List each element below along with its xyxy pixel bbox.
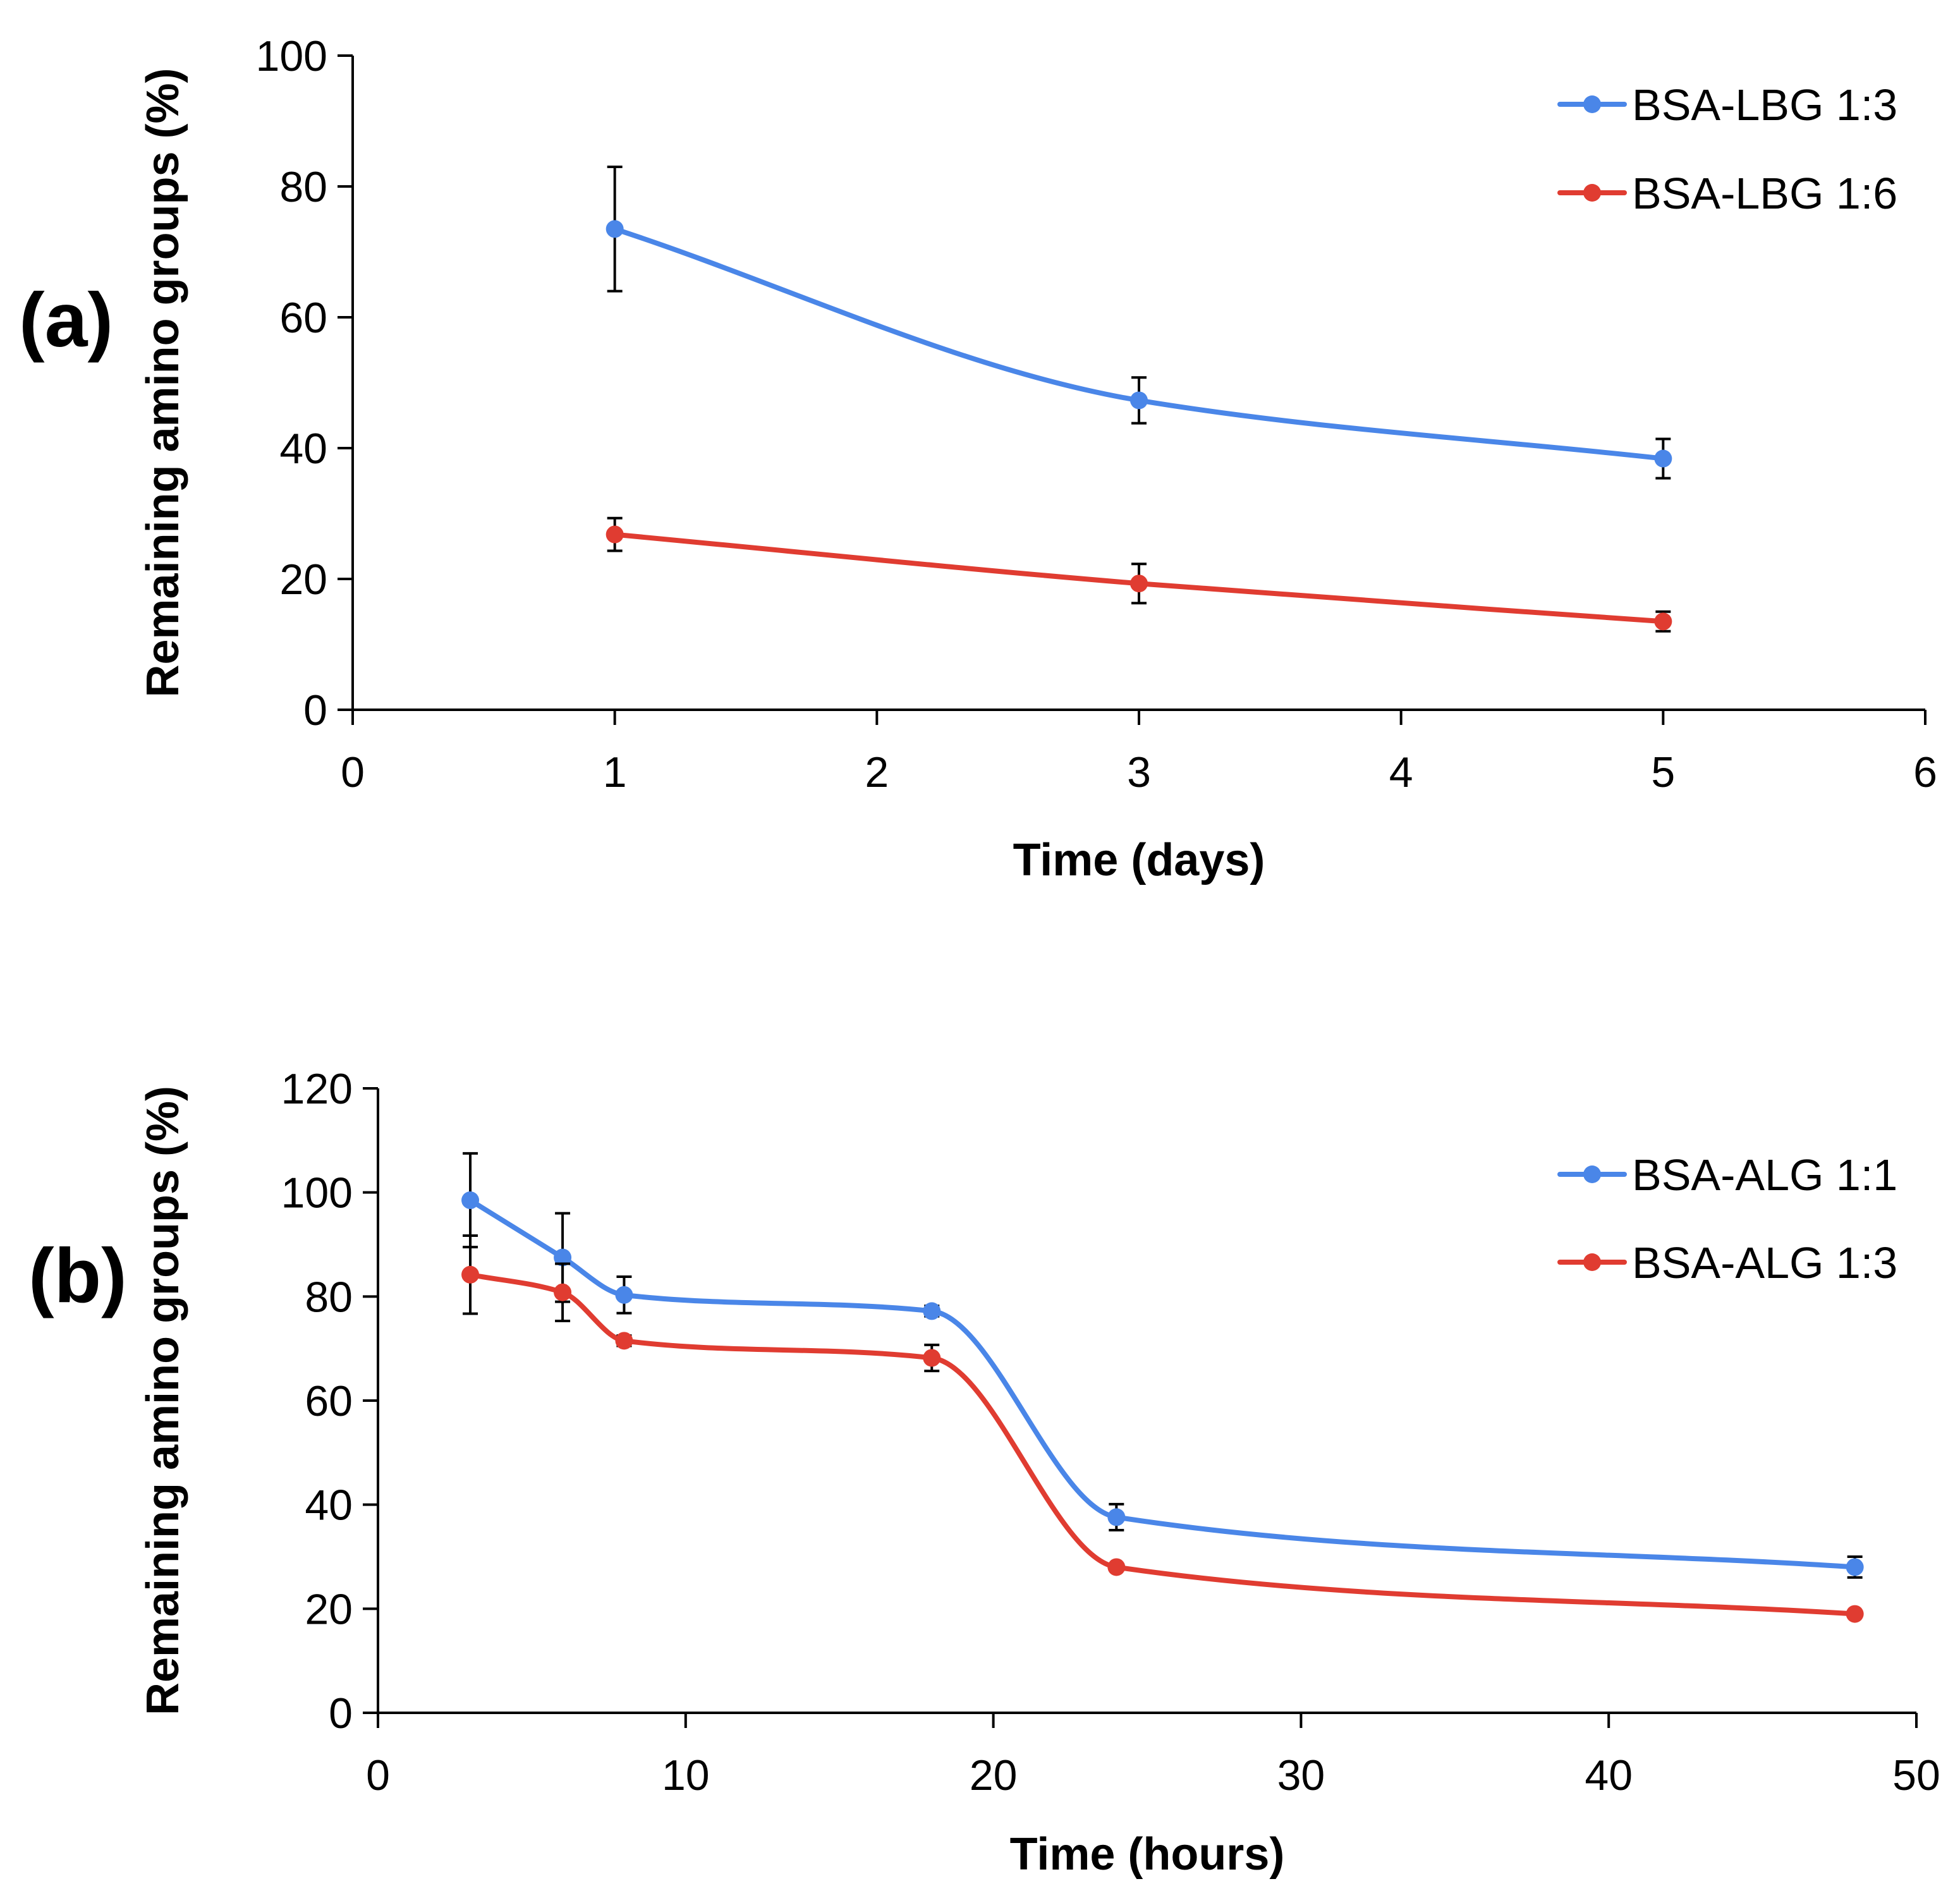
y-tick-label: 60 [279, 294, 327, 342]
y-axis-title: Remaining amino groups (%) [138, 68, 188, 697]
x-tick-label: 40 [1585, 1751, 1633, 1799]
data-point [461, 1265, 480, 1284]
data-point [1107, 1558, 1126, 1576]
y-tick-label: 20 [279, 556, 327, 604]
y-tick-label: 40 [305, 1481, 353, 1530]
data-point [1107, 1508, 1126, 1526]
x-tick-label: 6 [1913, 748, 1937, 796]
y-axis-title: Remaining amino groups (%) [138, 1086, 188, 1715]
x-tick-label: 5 [1651, 748, 1675, 796]
y-tick-label: 80 [279, 163, 327, 211]
x-tick-label: 3 [1127, 748, 1151, 796]
series-2 [606, 516, 1672, 633]
x-tick-label: 0 [366, 1751, 390, 1799]
panel-label: (b) [28, 1232, 127, 1318]
y-tick-label: 40 [279, 425, 327, 473]
legend-marker [1583, 184, 1601, 202]
data-point [1654, 449, 1672, 468]
y-tick-label: 100 [281, 1169, 353, 1217]
panel-label: (a) [19, 277, 113, 363]
x-tick-label: 30 [1277, 1751, 1325, 1799]
x-tick-label: 4 [1389, 748, 1413, 796]
series-line [468, 1272, 1858, 1617]
y-tick-label: 120 [281, 1065, 353, 1113]
panel-a: 0 20 40 60 80 100 0 1 2 3 4 5 6 Time (days) Remaining … [19, 32, 1937, 885]
y-tick-label: 80 [305, 1273, 353, 1321]
data-point [923, 1302, 941, 1320]
x-tick-label: 10 [662, 1751, 710, 1799]
data-point [461, 1191, 480, 1210]
legend-marker [1583, 1165, 1601, 1183]
x-tick-label: 20 [970, 1751, 1018, 1799]
series-1 [606, 165, 1672, 480]
x-axis-title: Time (days) [1013, 835, 1265, 885]
data-point [615, 1286, 633, 1304]
data-point [606, 525, 624, 544]
legend-label: BSA-ALG 1:3 [1632, 1238, 1897, 1287]
data-point [1130, 391, 1148, 410]
series-1 [461, 1152, 1864, 1579]
data-point [1846, 1605, 1864, 1623]
legend-marker [1583, 1253, 1601, 1271]
series-line [468, 1198, 1858, 1570]
data-point [1654, 612, 1672, 631]
y-tick-label: 0 [329, 1689, 353, 1737]
data-point [554, 1248, 572, 1267]
y-tick-label: 20 [305, 1585, 353, 1633]
x-tick-label: 2 [865, 748, 889, 796]
x-tick-label: 1 [603, 748, 627, 796]
y-tick-label: 100 [256, 32, 327, 80]
data-point [923, 1349, 941, 1367]
legend-label: BSA-LBG 1:3 [1632, 80, 1897, 130]
legend-label: BSA-LBG 1:6 [1632, 169, 1897, 218]
series-2 [461, 1234, 1864, 1623]
data-point [1130, 575, 1148, 593]
data-point [554, 1283, 572, 1301]
data-point [615, 1332, 633, 1350]
legend-label: BSA-ALG 1:1 [1632, 1150, 1897, 1200]
x-tick-label: 0 [341, 748, 365, 796]
legend-marker [1583, 95, 1601, 113]
data-point [1846, 1558, 1864, 1576]
x-tick-label: 50 [1892, 1751, 1940, 1799]
y-tick-label: 0 [303, 686, 327, 734]
y-tick-label: 60 [305, 1377, 353, 1425]
data-point [606, 220, 624, 238]
panel-b: 0 20 40 60 80 100 120 0 10 20 30 40 50 Time (hours) Re… [28, 1065, 1940, 1880]
x-axis-title: Time (hours) [1010, 1829, 1285, 1880]
